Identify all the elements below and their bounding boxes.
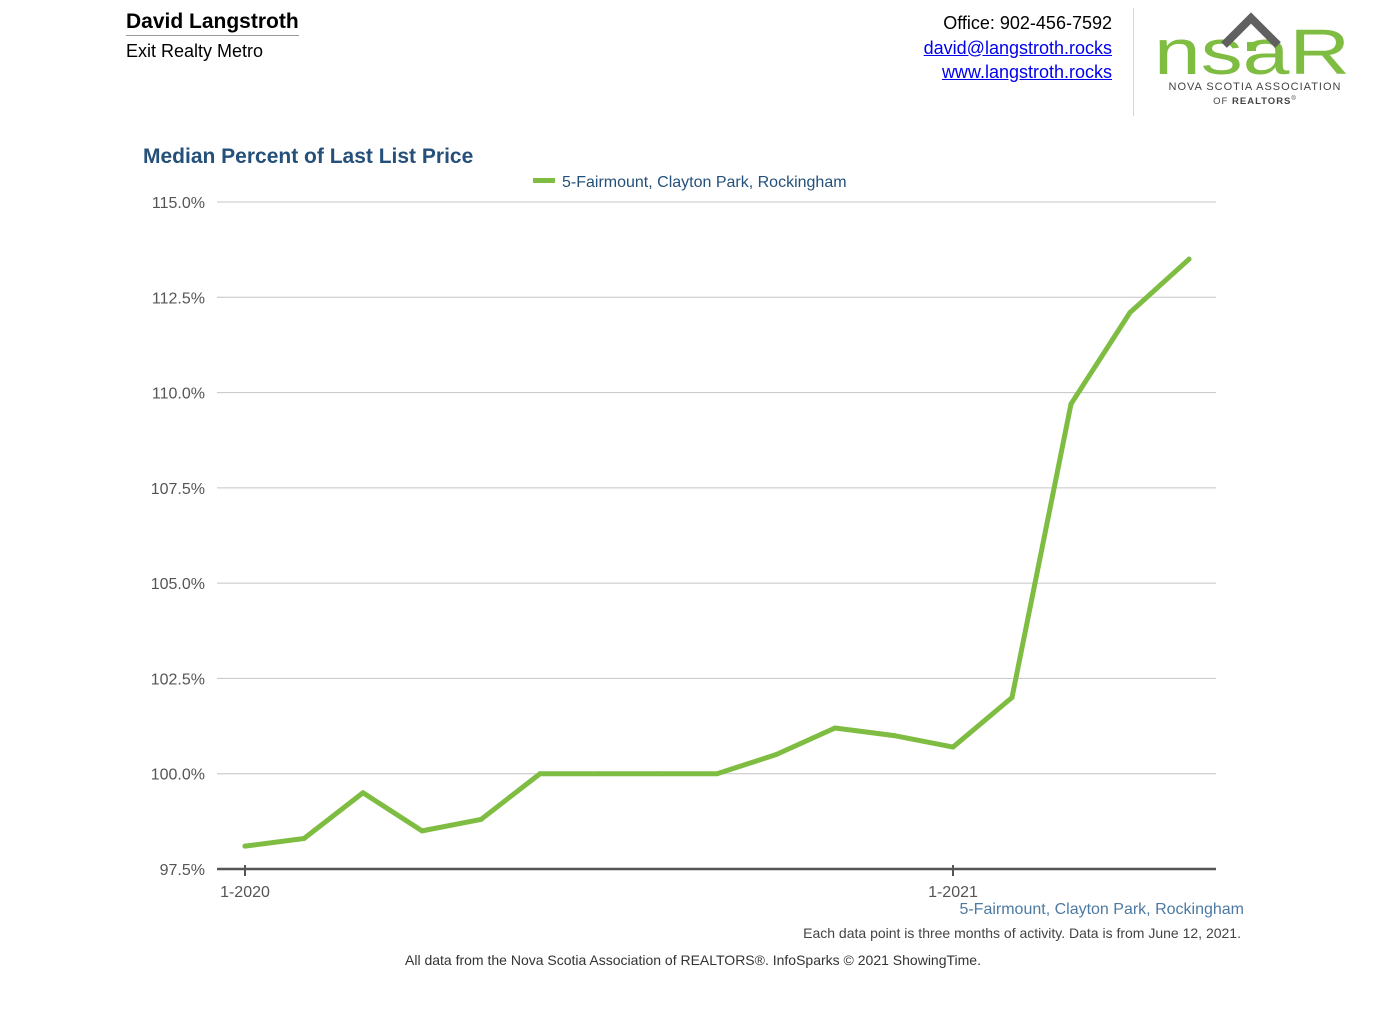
chart-title: Median Percent of Last List Price (143, 145, 474, 168)
nsar-logo-text: nsaR (1154, 16, 1350, 88)
logo-assoc-line2: OF REALTORS® (1150, 93, 1360, 108)
header-divider (1133, 8, 1134, 116)
house-window-icon (1247, 42, 1256, 51)
house-roof-icon (1221, 12, 1281, 48)
y-tick-label: 105.0% (151, 576, 205, 593)
logo-assoc-mark: ® (1291, 96, 1297, 102)
logo-assoc-of: OF (1213, 96, 1229, 108)
footer-series-label: 5-Fairmount, Clayton Park, Rockingham (959, 901, 1244, 918)
data-point (832, 725, 838, 731)
email-link[interactable]: david@langstroth.rocks (923, 37, 1112, 58)
y-tick-label: 115.0% (152, 195, 205, 212)
y-tick-label: 107.5% (151, 481, 205, 498)
data-point (419, 828, 425, 834)
agent-name: David Langstroth (126, 10, 299, 36)
data-point (1186, 256, 1192, 262)
y-tick-label: 110.0% (152, 386, 205, 403)
legend-series-label: 5-Fairmount, Clayton Park, Rockingham (562, 174, 847, 191)
contact-info: Office: 902-456-7592 david@langstroth.ro… (924, 11, 1112, 85)
logo-association-name: NOVA SCOTIA ASSOCIATION OF REALTORS® (1150, 81, 1360, 108)
y-tick-label: 97.5% (160, 862, 205, 879)
data-point (1009, 694, 1015, 700)
data-point (1127, 310, 1133, 316)
y-tick-label: 112.5% (152, 290, 205, 307)
footer-attribution: All data from the Nova Scotia Associatio… (405, 952, 981, 968)
x-axis: 1-2020 1-2021 (220, 865, 978, 901)
data-point (950, 744, 956, 750)
data-point (360, 790, 366, 796)
x-tick-label: 1-2020 (220, 884, 270, 901)
website-link[interactable]: www.langstroth.rocks (941, 62, 1112, 82)
x-tick-label: 1-2021 (928, 884, 978, 901)
chart-grid (217, 201, 1216, 871)
footer-note: Each data point is three months of activ… (803, 925, 1241, 941)
data-point (242, 843, 248, 849)
data-point (655, 771, 661, 777)
agent-company: Exit Realty Metro (126, 41, 264, 61)
chart-series (242, 256, 1192, 849)
office-phone: Office: 902-456-7592 (943, 13, 1112, 33)
data-point (714, 771, 720, 777)
chart-legend: 5-Fairmount, Clayton Park, Rockingham (533, 174, 847, 192)
nsar-logo: nsaR (1154, 12, 1350, 88)
y-axis-labels: 97.5% 100.0% 102.5% 105.0% 107.5% 110.0% 112.5… (151, 195, 205, 879)
data-point (1068, 401, 1074, 407)
data-point (596, 771, 602, 777)
data-point (891, 733, 897, 739)
legend-swatch (533, 178, 555, 184)
logo-assoc-realtors: REALTORS (1232, 96, 1292, 108)
y-tick-label: 102.5% (151, 671, 205, 688)
data-point (537, 771, 543, 777)
y-tick-label: 100.0% (151, 767, 205, 784)
series-line (242, 256, 1192, 849)
data-point (478, 816, 484, 822)
data-point (773, 752, 779, 758)
data-point (301, 836, 307, 842)
logo-assoc-line1: NOVA SCOTIA ASSOCIATION (1168, 81, 1342, 93)
